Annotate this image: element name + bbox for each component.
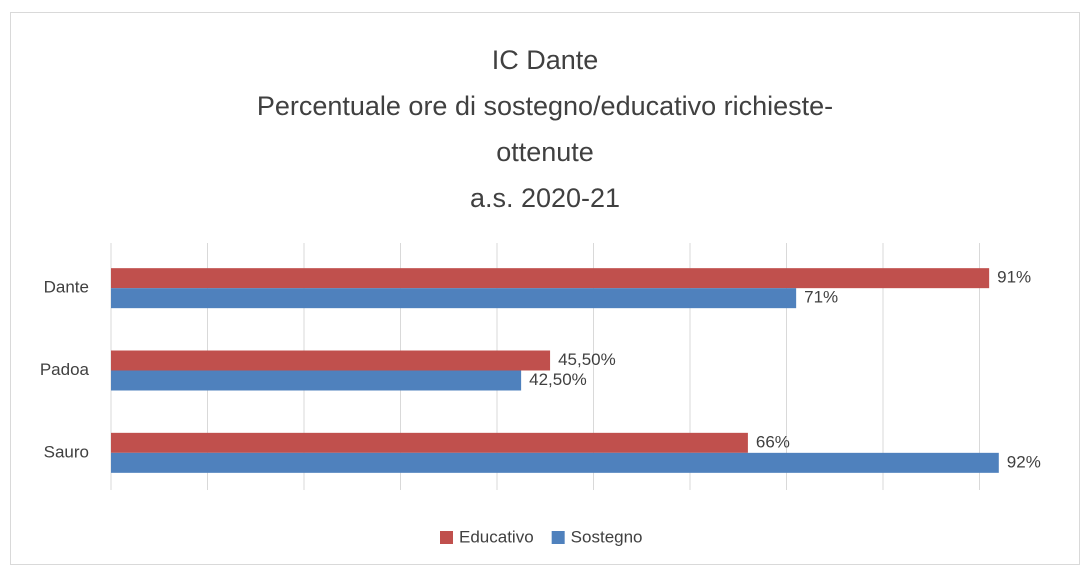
y-tick-label: Padoa	[40, 360, 90, 379]
chart-title: Percentuale ore di sostegno/educativo ri…	[257, 91, 833, 121]
legend-swatch	[440, 531, 453, 544]
value-label: 92%	[1007, 452, 1041, 471]
chart-title: IC Dante	[492, 45, 599, 75]
bar	[111, 452, 999, 473]
bar	[111, 288, 797, 309]
chart-title: a.s. 2020-21	[470, 183, 620, 213]
value-label: 45,50%	[558, 350, 616, 369]
legend-label: Sostegno	[571, 527, 643, 546]
value-label: 71%	[804, 288, 838, 307]
y-tick-label: Sauro	[44, 442, 89, 461]
y-tick-label: Dante	[44, 278, 89, 297]
legend-swatch	[551, 531, 565, 544]
chart-title: ottenute	[496, 137, 594, 167]
bar	[111, 370, 522, 391]
value-label: 66%	[756, 432, 790, 451]
value-label: 91%	[997, 268, 1031, 287]
legend-label: Educativo	[459, 527, 534, 546]
bar	[111, 268, 990, 289]
value-label: 42,50%	[529, 370, 587, 389]
bar	[111, 350, 551, 371]
bar	[111, 432, 748, 453]
